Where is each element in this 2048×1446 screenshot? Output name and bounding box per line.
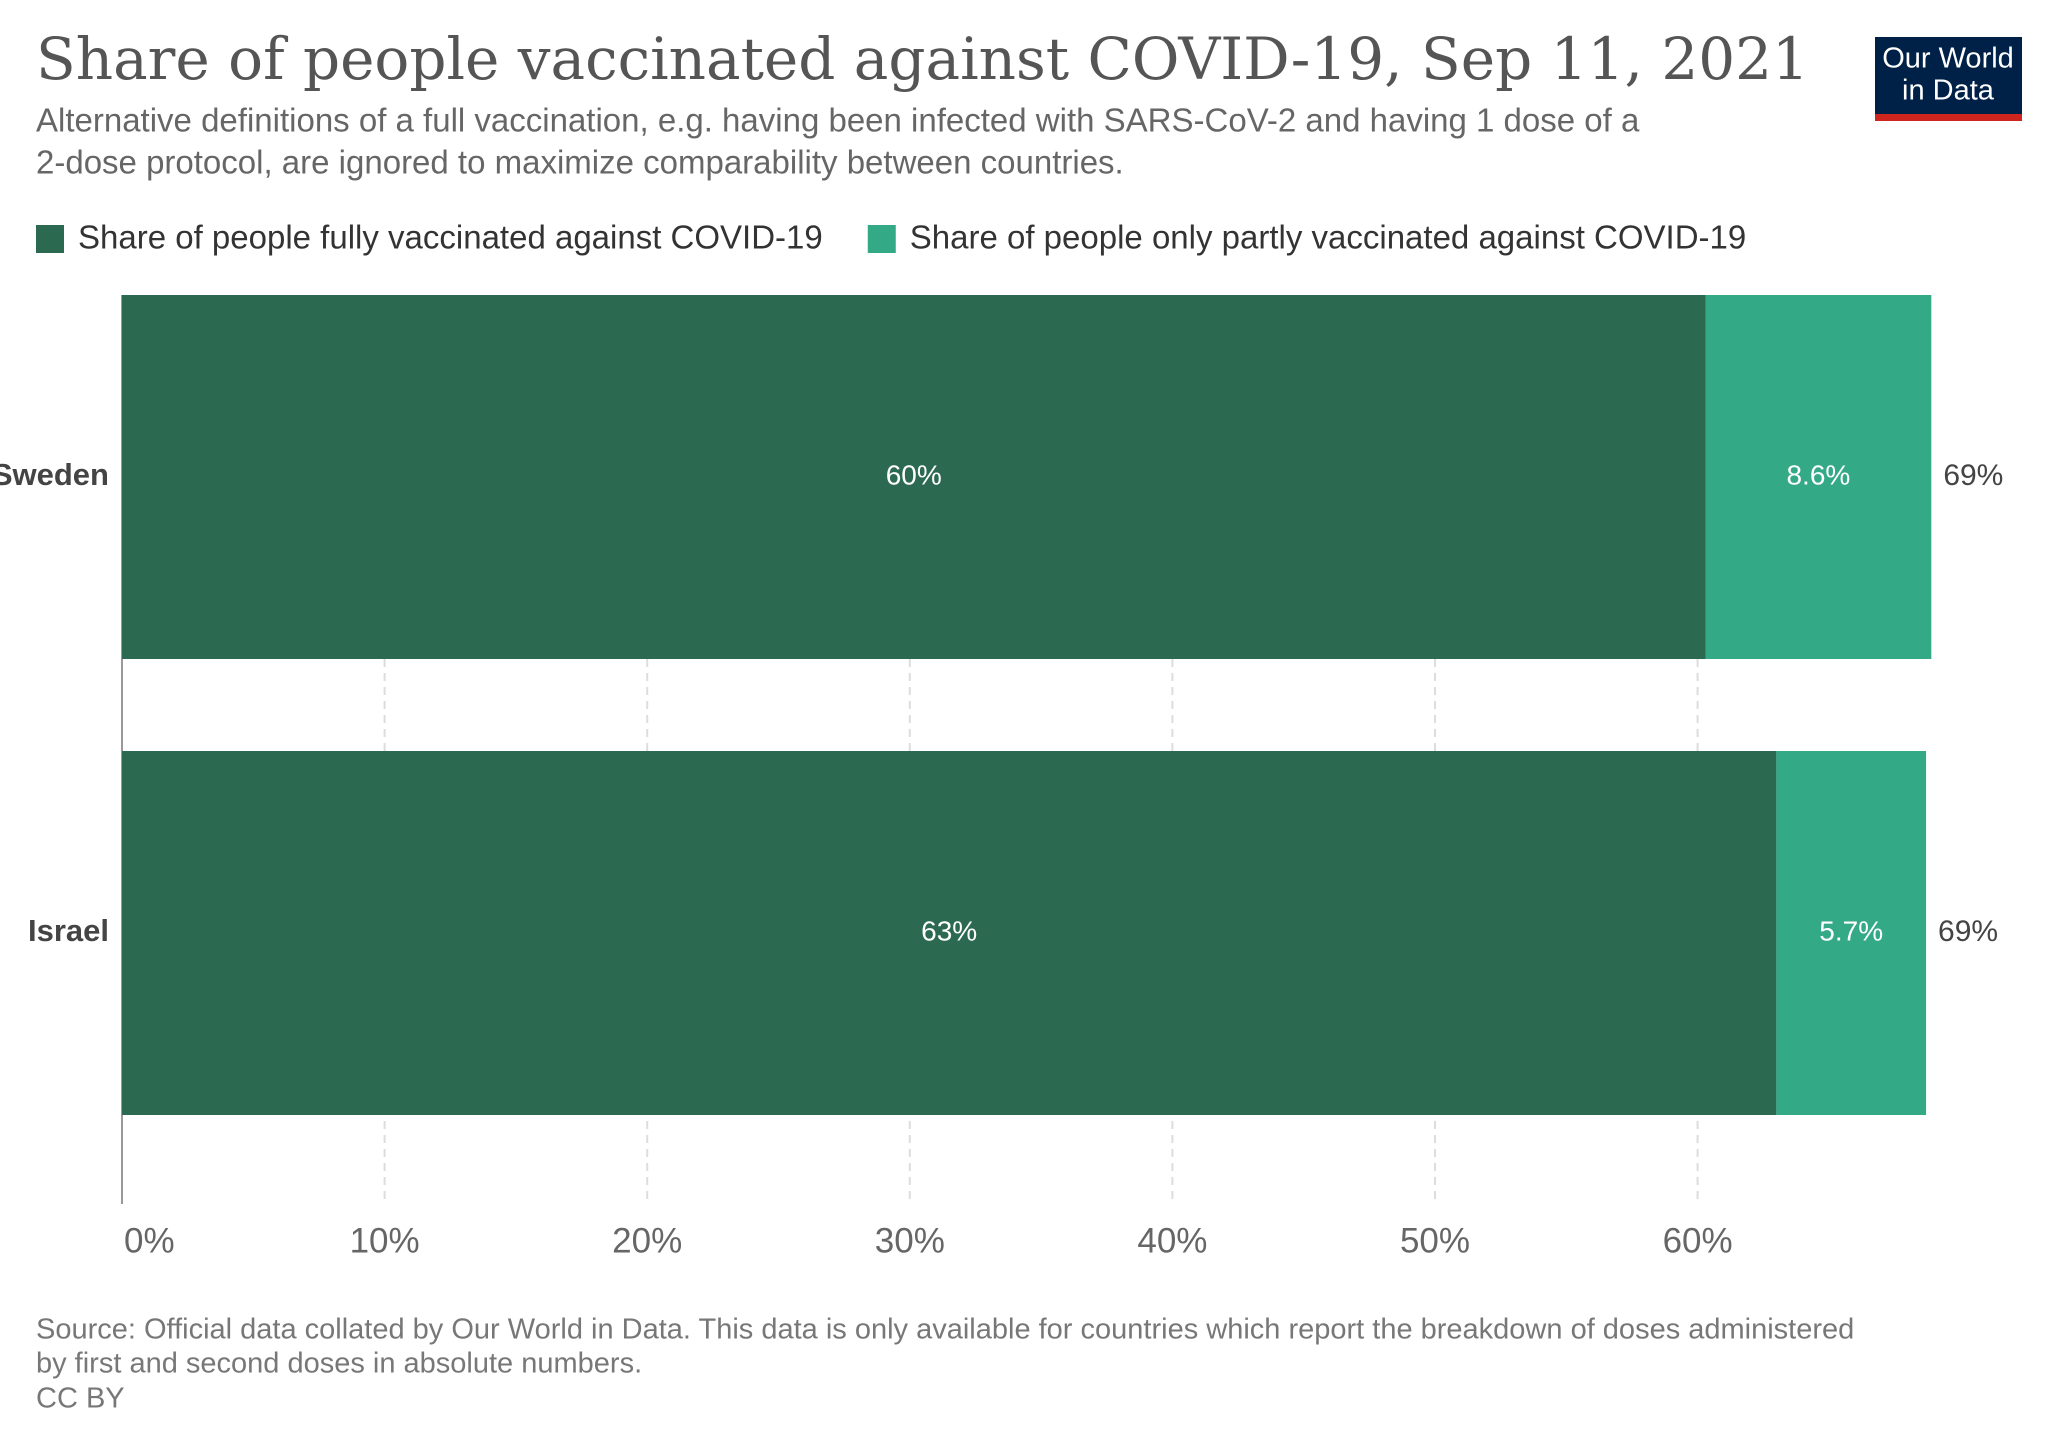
subtitle: 2-dose protocol, are ignored to maximize… <box>36 144 1124 181</box>
subtitle: Alternative definitions of a full vaccin… <box>36 102 1640 139</box>
legend-label: Share of people only partly vaccinated a… <box>910 219 1746 256</box>
bar-segment <box>1705 295 1932 659</box>
chart-title: Share of people vaccinated against COVID… <box>36 25 1809 93</box>
x-tick-label: 10% <box>350 1221 420 1260</box>
legend-label: Share of people fully vaccinated against… <box>78 219 823 256</box>
x-tick-label: 30% <box>875 1221 945 1260</box>
bar-segment <box>1776 751 1927 1115</box>
data-label: 8.6% <box>1786 459 1850 490</box>
logo-text: Our World <box>1882 43 2014 75</box>
bar-segment <box>122 295 1706 659</box>
logo-box <box>1875 37 2022 114</box>
x-tick-label: 50% <box>1400 1221 1470 1260</box>
source: by first and second doses in absolute nu… <box>36 1348 642 1380</box>
legend-swatch <box>867 225 896 253</box>
total-label: 69% <box>1938 915 1998 948</box>
x-tick-label: 40% <box>1137 1221 1207 1260</box>
y-tick-label: Sweden <box>0 457 109 492</box>
logo-bar <box>1875 114 2022 121</box>
data-label: 60% <box>886 459 942 490</box>
y-tick-label: Israel <box>28 913 109 948</box>
logo-text: in Data <box>1902 75 1995 107</box>
legend-swatch <box>36 225 64 253</box>
source: Source: Official data collated by Our Wo… <box>36 1314 1854 1346</box>
total-label: 69% <box>1943 459 2003 492</box>
x-tick-label: 60% <box>1663 1221 1733 1260</box>
license: CC BY <box>36 1383 125 1415</box>
data-label: 5.7% <box>1819 915 1883 946</box>
x-tick-label: 0% <box>124 1221 175 1260</box>
logo: Our World in Data <box>1875 37 2022 121</box>
data-label: 63% <box>921 915 977 946</box>
x-tick-label: 20% <box>612 1221 682 1260</box>
bar-segment <box>122 751 1777 1115</box>
